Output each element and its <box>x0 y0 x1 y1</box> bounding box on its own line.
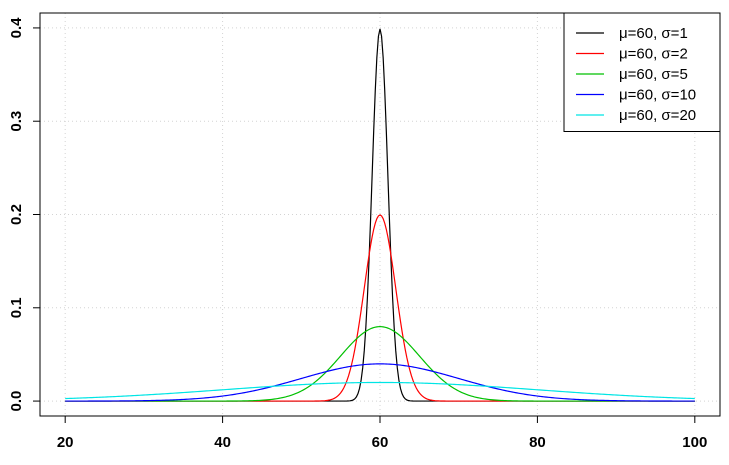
legend-label: μ=60, σ=10 <box>619 87 696 104</box>
x-axis: 20 40 60 80 100 <box>57 416 707 451</box>
x-tick-label: 80 <box>529 434 546 451</box>
x-tick-label: 60 <box>372 434 389 451</box>
y-tick-label: 0.1 <box>8 297 25 318</box>
x-tick-label: 20 <box>57 434 74 451</box>
legend-label: μ=60, σ=20 <box>619 107 696 124</box>
series-line <box>65 326 695 402</box>
x-tick-label: 40 <box>214 434 231 451</box>
series-line <box>65 363 695 402</box>
series-layer <box>65 28 695 402</box>
y-axis: 0.0 0.1 0.2 0.3 0.4 <box>8 17 40 412</box>
x-tick-label: 100 <box>682 434 707 451</box>
legend: μ=60, σ=1 μ=60, σ=2 μ=60, σ=5 μ=60, σ=10 μ=6… <box>563 12 721 132</box>
y-tick-label: 0.4 <box>8 17 25 39</box>
legend-label: μ=60, σ=2 <box>619 46 688 63</box>
legend-label: μ=60, σ=1 <box>619 25 688 42</box>
legend-label: μ=60, σ=5 <box>619 66 688 83</box>
y-tick-label: 0.0 <box>8 391 25 412</box>
y-tick-label: 0.2 <box>8 204 25 225</box>
y-tick-label: 0.3 <box>8 111 25 132</box>
series-line <box>65 381 695 400</box>
